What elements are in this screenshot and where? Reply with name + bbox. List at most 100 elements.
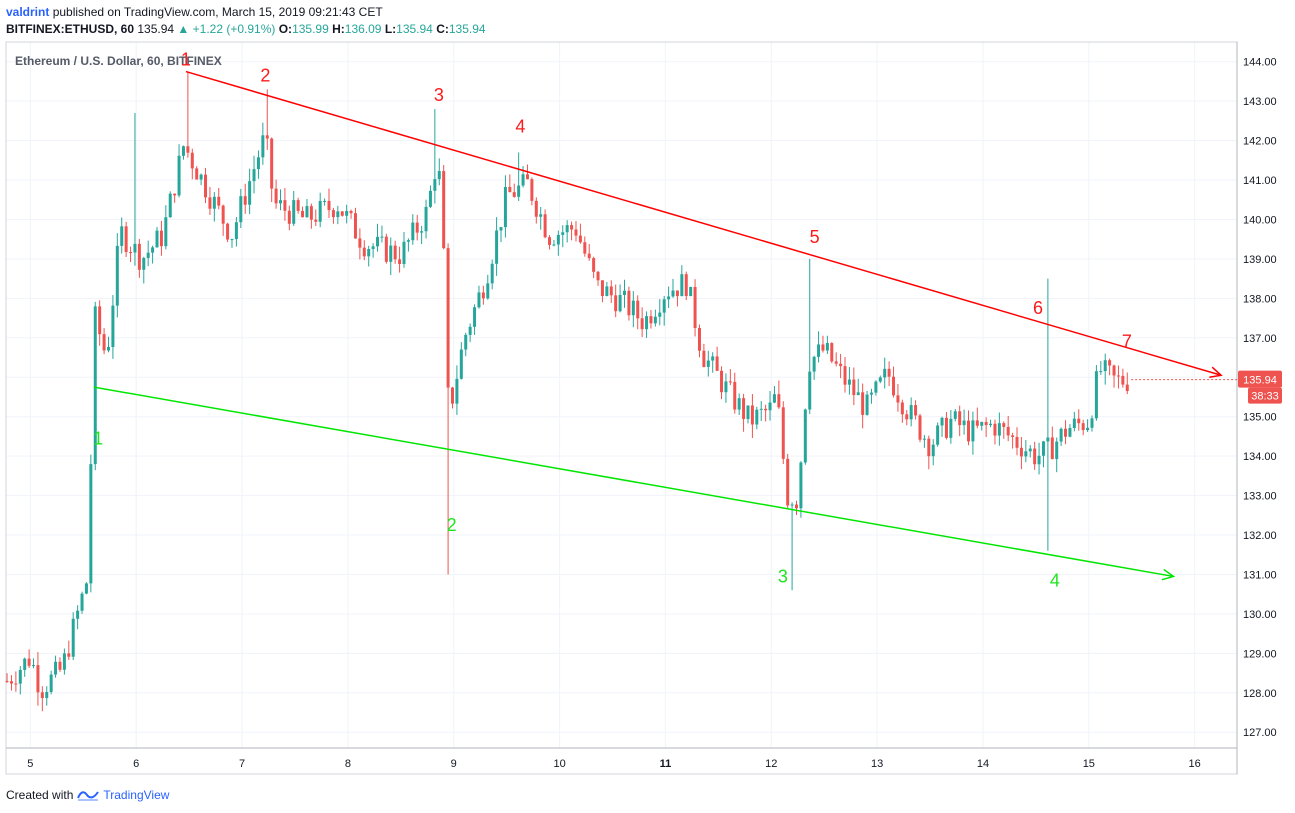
candle-body [869,392,873,395]
candle-body [640,318,644,330]
candle-body [720,370,724,393]
candle-body [1033,448,1037,465]
candle-body [62,653,66,670]
candle-body [1050,437,1054,460]
candle-body [367,249,371,257]
candle-body [658,312,662,317]
candle-body [353,213,357,239]
candle-body [490,263,494,284]
candle-body [314,219,318,222]
candle-body [728,381,732,383]
candle-body [856,392,860,396]
candle-body [680,274,684,297]
candle-body [292,200,296,224]
candle-body [746,405,750,420]
time-tick-label: 6 [133,758,139,770]
candle-body [587,253,591,259]
candle-body [450,387,454,404]
candle-body [208,197,212,209]
wave-label-red: 2 [260,65,270,85]
candle-body [750,405,754,425]
candle-body [984,421,988,426]
candle-body [243,196,247,205]
candle-body [914,405,918,416]
candle-body [402,241,406,264]
candle-body [786,458,790,506]
candle-body [323,200,327,202]
candle-body [592,258,596,272]
wave-label-red: 5 [810,227,820,247]
author-link[interactable]: valdrint [6,5,50,19]
ohlc-bar: BITFINEX:ETHUSD, 60 135.94 ▲ +1.22 (+0.9… [6,22,486,36]
candle-body [989,423,993,426]
price-axis[interactable]: 127.00 128.00 129.00 130.00 131.00 132.00 133.… [1243,57,1277,740]
candle-body [997,423,1001,436]
candle-body [1041,441,1045,456]
candle-body [18,669,22,684]
candle-body [693,286,697,329]
candle-body [596,271,600,281]
candle-body [133,243,137,253]
candle-body [733,381,737,410]
candle-body [345,210,349,216]
candle-body [331,210,335,218]
candle-body [821,344,825,351]
candle-body [530,179,534,201]
trendlines [93,70,1223,581]
candle-body [1086,427,1090,431]
candle-body [1068,428,1072,437]
candle-body [301,210,305,218]
candle-body [931,444,935,457]
candle-body [120,226,124,246]
tradingview-brand-link[interactable]: TradingView [103,788,170,802]
candle-body [27,658,31,666]
candle-body [808,371,812,410]
up-arrow-icon: ▲ [177,22,190,36]
candle-body [411,222,415,241]
wave-label-red: 3 [434,85,444,105]
price-tick-label: 130.00 [1243,609,1277,621]
candle-body [93,306,97,465]
resistance-line [185,70,1222,376]
candle-body [58,661,62,670]
candle-body [1099,371,1103,373]
candle-body [689,286,693,297]
candle-body [495,230,499,264]
time-axis[interactable]: 5 6 7 8 9 10 11 12 13 14 15 16 [27,758,1201,770]
candle-body [5,680,9,682]
candle-body [830,343,834,362]
candle-body [671,290,675,297]
candle-body [525,174,529,180]
candle-body [477,292,481,308]
wave-label-green: 3 [778,566,788,586]
price-tick-label: 128.00 [1243,688,1277,700]
candle-body [67,653,71,657]
candle-body [287,210,291,224]
price-tag-label: 135.94 [1243,375,1277,387]
price-tick-label: 132.00 [1243,530,1277,542]
candle-body [578,235,582,243]
price-tick-label: 127.00 [1243,727,1277,739]
candle-body [556,234,560,245]
created-with-text: Created with [6,788,74,802]
wave-label-red: 4 [515,117,525,137]
high-value: 136.09 [344,22,382,36]
candle-body [446,248,450,388]
candle-body [45,691,49,698]
candle-body [398,259,402,264]
candle-body [548,237,552,245]
candle-body [777,394,781,408]
candle-body [230,239,234,241]
candle-body [900,402,904,415]
candle-body [892,376,896,396]
time-tick-label: 13 [871,758,883,770]
time-tick-label: 7 [239,758,245,770]
candle-body [843,366,847,385]
candle-body [327,200,331,211]
candle-body [204,174,208,198]
candle-body [742,398,746,420]
candle-body [552,244,556,246]
candle-body [296,200,300,211]
candle-body [543,214,547,238]
